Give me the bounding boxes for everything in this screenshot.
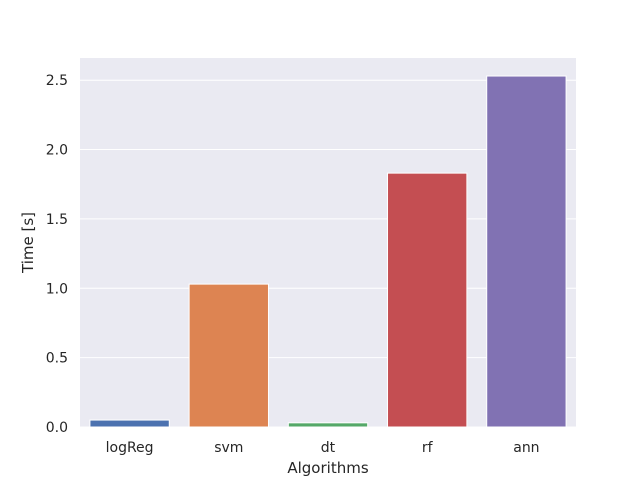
x-tick-labels: logReg svm dt rf ann	[106, 440, 540, 456]
x-tick-label: ann	[513, 440, 539, 456]
y-tick-labels: 0.0 0.5 1.0 1.5 2.0 2.5	[46, 73, 68, 436]
bar-logReg	[89, 419, 170, 428]
bar-rf	[387, 172, 468, 428]
bars	[89, 75, 567, 428]
x-axis-label: Algorithms	[287, 459, 368, 477]
y-tick-label: 0.0	[46, 420, 68, 436]
y-tick-label: 2.0	[46, 143, 68, 159]
bar-ann	[486, 75, 567, 428]
y-tick-label: 0.5	[46, 351, 68, 367]
bar-dt	[287, 422, 369, 428]
y-axis-label: Time [s]	[19, 212, 37, 274]
y-tick-label: 2.5	[46, 73, 68, 89]
x-tick-label: svm	[214, 440, 243, 456]
x-tick-label: logReg	[106, 440, 154, 456]
bar-svm	[188, 283, 269, 428]
y-tick-label: 1.5	[46, 212, 68, 228]
x-tick-label: rf	[422, 440, 434, 456]
x-tick-label: dt	[321, 440, 336, 456]
y-tick-label: 1.0	[46, 281, 68, 297]
